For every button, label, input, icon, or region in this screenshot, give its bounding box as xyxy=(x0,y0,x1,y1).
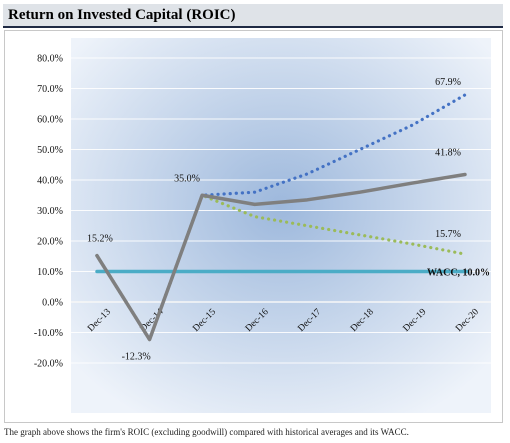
y-tick-label: 0.0% xyxy=(42,298,63,309)
data-label: 41.8% xyxy=(435,148,461,159)
data-label: 15.2% xyxy=(87,234,113,245)
y-tick-label: 20.0% xyxy=(37,237,63,248)
data-label: 35.0% xyxy=(174,173,200,184)
series-group xyxy=(95,93,469,342)
data-label: 67.9% xyxy=(435,77,461,88)
y-tick-label: 40.0% xyxy=(37,176,63,187)
roic-line-chart: 80.0% 70.0% 60.0% 50.0% 40.0% 30.0% 20.0% 10.0%… xyxy=(34,38,491,413)
series-line-0 xyxy=(95,172,467,342)
data-label: 15.7% xyxy=(435,229,461,240)
y-axis-ticks: 80.0% 70.0% 60.0% 50.0% 40.0% 30.0% 20.0% 10.0%… xyxy=(34,54,63,370)
chart-caption: The graph above shows the firm's ROIC (e… xyxy=(4,427,409,437)
title-bar: Return on Invested Capital (ROIC) xyxy=(3,4,503,28)
chart-frame: 80.0% 70.0% 60.0% 50.0% 40.0% 30.0% 20.0% 10.0%… xyxy=(4,30,503,423)
y-tick-label: 70.0% xyxy=(37,84,63,95)
data-label: WACC, 10.0% xyxy=(427,268,490,279)
y-tick-label: -10.0% xyxy=(34,328,63,339)
y-tick-label: 60.0% xyxy=(37,115,63,126)
series-line-2 xyxy=(95,193,467,342)
page-title: Return on Invested Capital (ROIC) xyxy=(8,7,236,23)
data-label: -12.3% xyxy=(122,352,151,363)
y-tick-label: -20.0% xyxy=(34,359,63,370)
y-tick-label: 10.0% xyxy=(37,267,63,278)
y-tick-label: 80.0% xyxy=(37,54,63,65)
y-tick-label: 50.0% xyxy=(37,145,63,156)
data-labels: 15.2% -12.3% 35.0% 67.9% 41.8% 15.7% WACC, 10.… xyxy=(87,77,490,363)
plot-area xyxy=(71,38,491,413)
y-tick-label: 30.0% xyxy=(37,206,63,217)
